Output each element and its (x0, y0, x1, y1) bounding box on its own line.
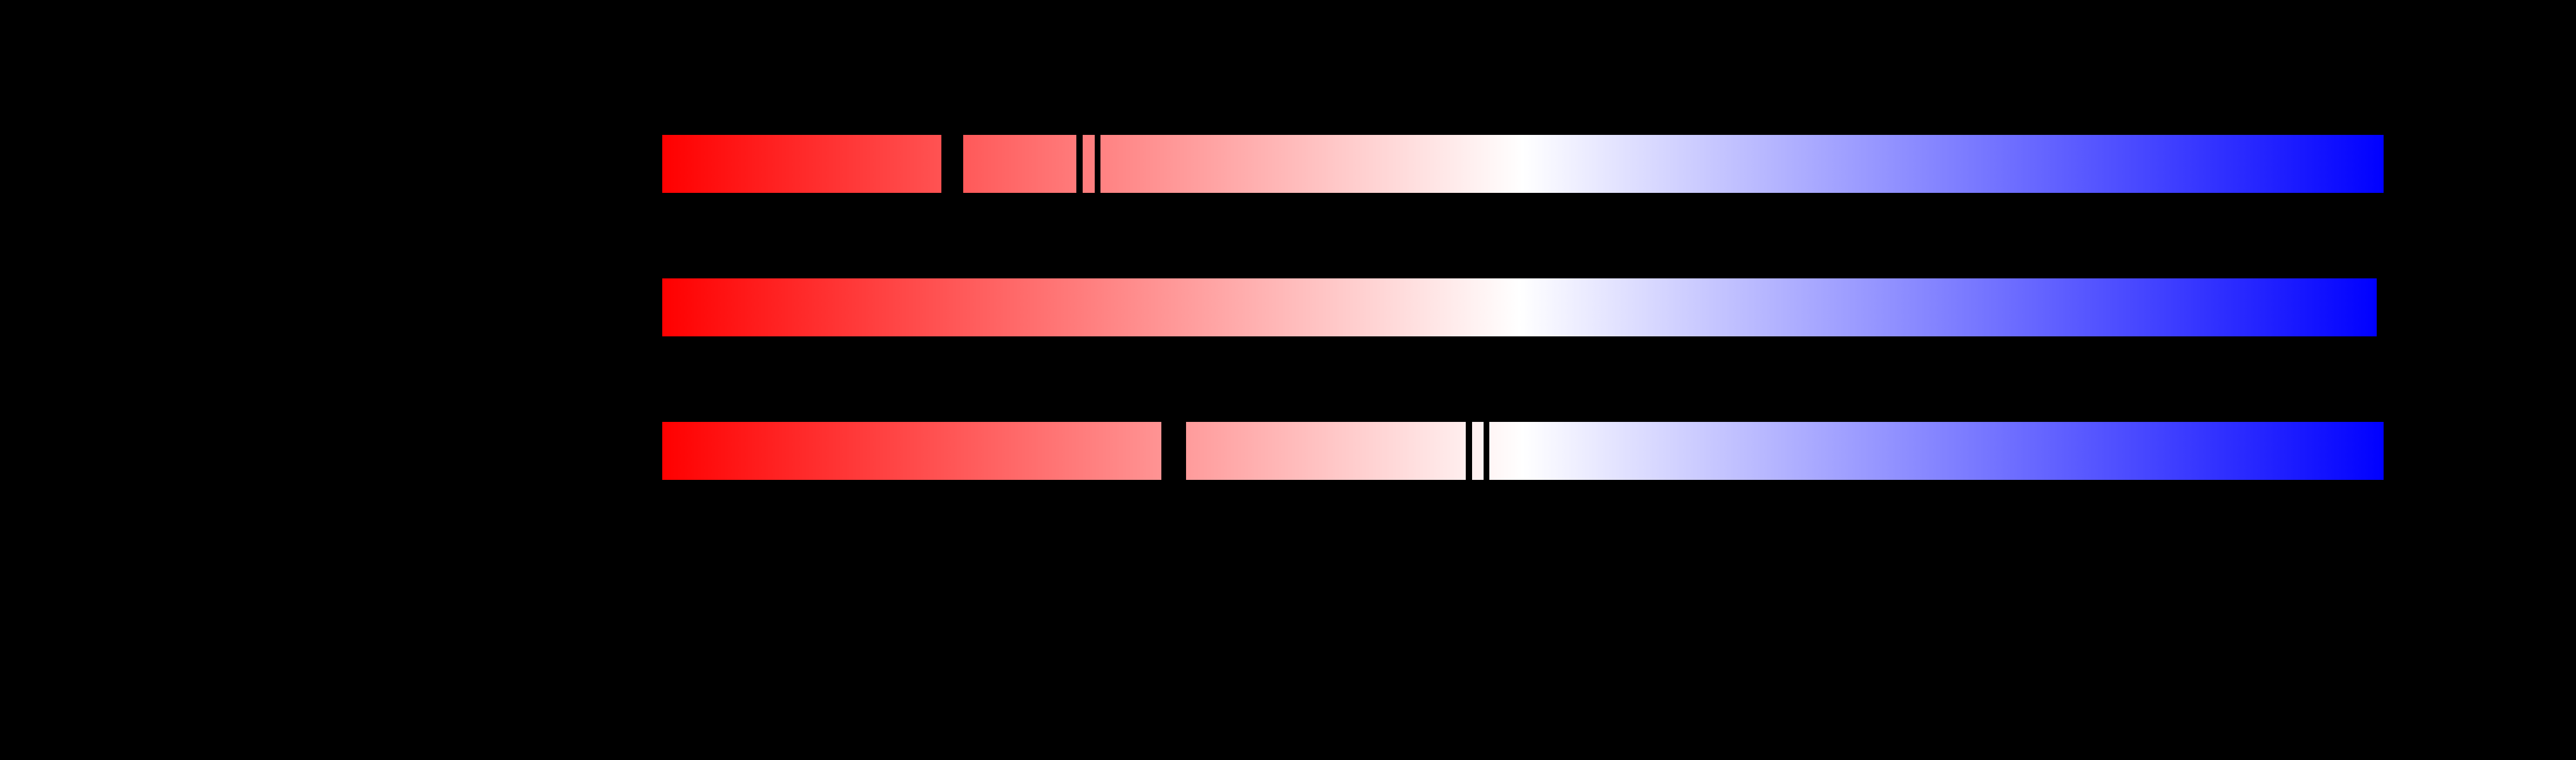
marker-line (1095, 135, 1100, 193)
gradient-bar-1 (662, 135, 2384, 193)
gradient-bar-2 (662, 278, 2377, 336)
marker-line (1161, 422, 1186, 480)
marker-line (1484, 422, 1489, 480)
marker-line (1466, 422, 1472, 480)
marker-line (1076, 135, 1083, 193)
marker-line (941, 135, 963, 193)
gradient-bar-3 (662, 422, 2384, 480)
